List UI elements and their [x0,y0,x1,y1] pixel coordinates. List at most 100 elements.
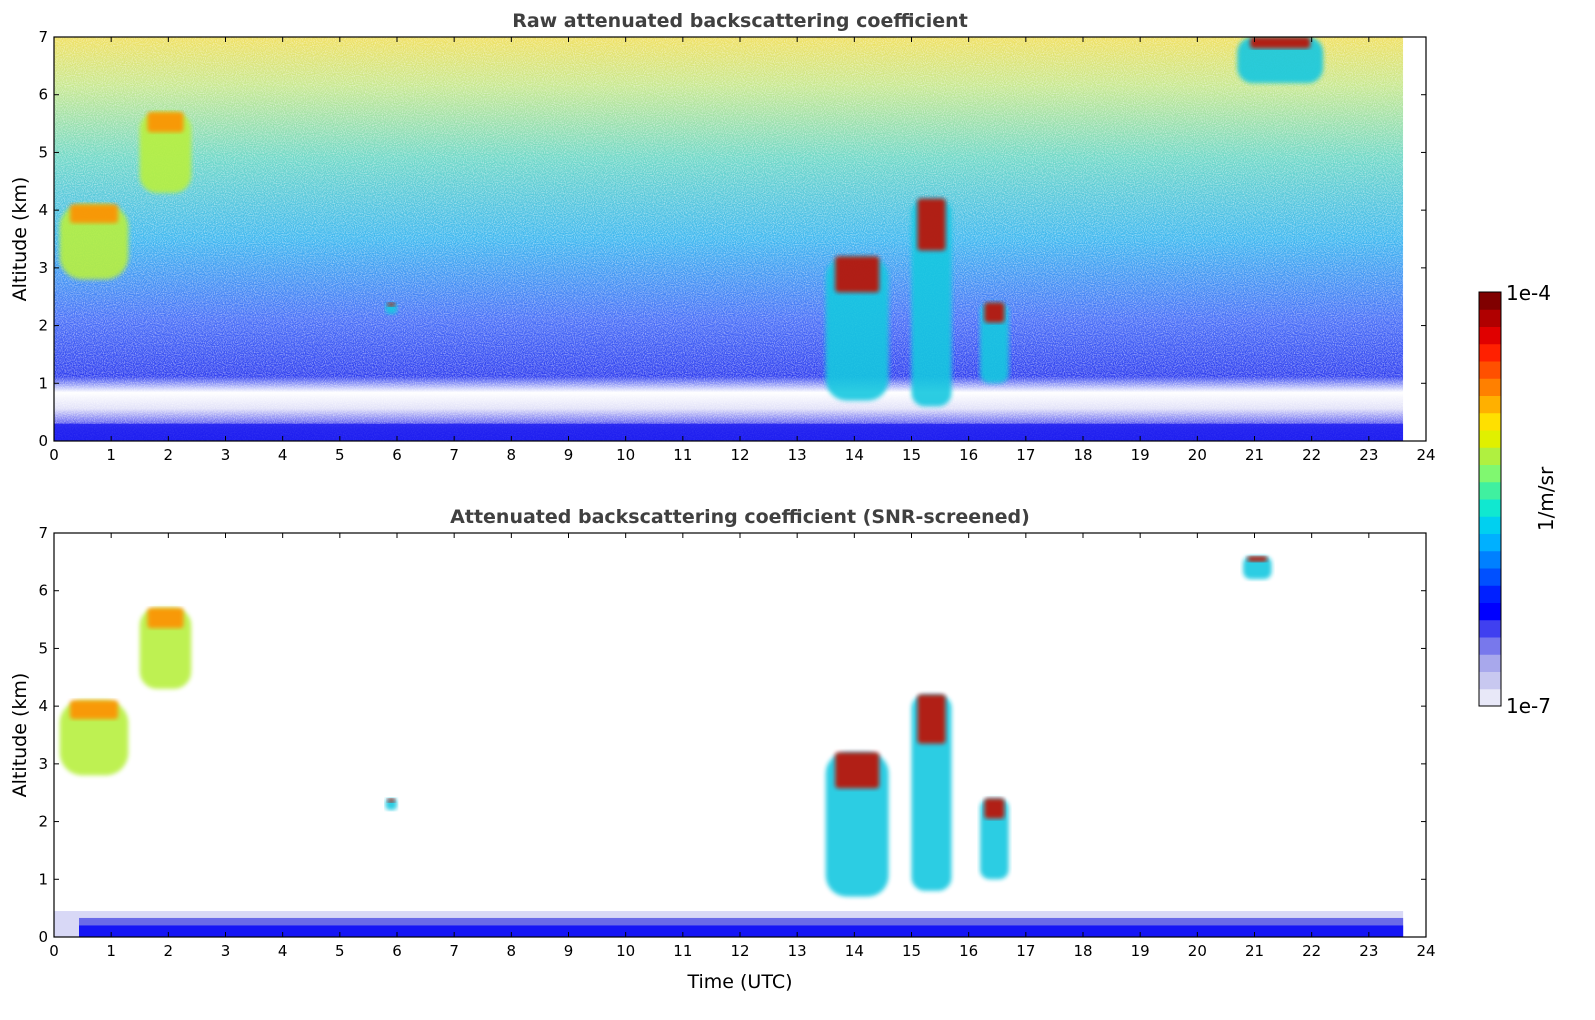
colorbar-min-label: 1e-7 [1506,694,1551,718]
colorbar: 1e-4 1e-7 1/m/sr [1478,281,1558,718]
colorbar-band [1479,516,1501,534]
colorbar-band [1479,568,1501,586]
y-tick-label: 6 [38,86,48,104]
panel-raw-title: Raw attenuated backscattering coefficien… [512,10,968,32]
cloud-feature-core [70,700,119,720]
cloud-feature [1243,556,1272,580]
y-tick-label: 0 [38,432,48,450]
x-tick-label: 2 [164,942,174,960]
x-tick-label: 3 [221,942,231,960]
screened-feature-layer [54,556,1404,937]
cloud-feature-core [984,302,1005,323]
y-tick-label: 4 [38,201,48,219]
y-tick-label: 7 [38,524,48,542]
x-tick-label: 24 [1416,942,1435,960]
colorbar-band [1479,378,1501,396]
raw-no-data-region [1403,37,1426,441]
cloud-feature-core [70,204,119,224]
x-tick-label: 24 [1416,446,1435,464]
x-tick-label: 12 [730,942,749,960]
x-tick-label: 9 [564,446,574,464]
colorbar-band [1479,637,1501,655]
colorbar-band [1479,395,1501,414]
colorbar-max-label: 1e-4 [1506,281,1551,305]
x-tick-label: 17 [1016,942,1035,960]
colorbar-band [1479,688,1501,707]
colorbar-band [1479,361,1501,379]
raw-noise-speckle [54,37,1404,441]
x-tick-label: 23 [1359,942,1378,960]
x-tick-label: 0 [49,942,59,960]
x-tick-label: 15 [902,942,921,960]
y-tick-label: 4 [38,697,48,715]
colorbar-band [1479,447,1501,465]
colorbar-band [1479,602,1501,621]
cloud-feature [980,798,1009,880]
panel-screened-plot-area [54,556,1404,937]
cloud-feature-core [1250,37,1311,49]
colorbar-band [1479,309,1501,327]
x-tick-label: 23 [1359,446,1378,464]
cloud-feature-core [147,112,184,133]
colorbar-band [1479,412,1501,431]
x-tick-label: 7 [449,942,459,960]
cloud-feature-core [917,694,946,744]
colorbar-unit-label: 1/m/sr [1534,466,1558,531]
x-tick-label: 18 [1073,446,1092,464]
cloud-feature-core [147,608,184,629]
y-tick-label: 2 [38,317,48,335]
cloud-feature-core [387,798,396,803]
panel-screened-title: Attenuated backscattering coefficient (S… [450,506,1030,528]
x-tick-label: 18 [1073,942,1092,960]
y-tick-label: 3 [38,259,48,277]
x-tick-label: 20 [1188,942,1207,960]
panel-raw-x-axis: 0 1 2 3 4 5 6 7 8 9 10 11 12 13 14 15 16 17 18 19 20 21 22 23 24 [49,37,1436,464]
colorbar-band [1479,481,1501,500]
y-tick-label: 0 [38,928,48,946]
panel-raw-y-label: Altitude (km) [9,177,31,302]
panel-raw: Raw attenuated backscattering coefficien… [9,10,1436,464]
y-tick-label: 1 [38,870,48,888]
panel-raw-plot-area [54,37,1426,441]
y-tick-label: 5 [38,639,48,657]
cloud-feature-core [917,198,946,251]
cloud-feature-core [835,256,880,293]
colorbar-band [1479,654,1501,672]
cloud-feature-core [387,302,396,307]
x-tick-label: 10 [616,942,635,960]
x-tick-label: 21 [1245,942,1264,960]
colorbar-frame [1478,291,1502,707]
colorbar-band [1479,326,1501,345]
cloud-feature-core [1247,556,1268,562]
y-tick-label: 6 [38,582,48,600]
x-tick-label: 14 [845,942,864,960]
cloud-feature-core [984,798,1005,819]
colorbar-band [1479,499,1501,517]
x-tick-label: 5 [335,942,345,960]
x-tick-label: 4 [278,446,288,464]
colorbar-band [1479,430,1501,448]
x-tick-label: 19 [1131,446,1150,464]
x-tick-label: 7 [449,446,459,464]
x-tick-label: 1 [106,942,116,960]
panel-screened-y-label: Altitude (km) [9,673,31,798]
x-tick-label: 2 [164,446,174,464]
cloud-feature [980,302,1009,384]
x-tick-label: 12 [730,446,749,464]
x-tick-label: 17 [1016,446,1035,464]
x-tick-label: 16 [959,942,978,960]
x-tick-label: 19 [1131,942,1150,960]
x-tick-label: 8 [507,942,517,960]
raw-feature-layer [54,37,1404,441]
x-tick-label: 6 [392,942,402,960]
y-tick-label: 7 [38,28,48,46]
x-tick-label: 0 [49,446,59,464]
colorbar-band [1479,533,1501,552]
boundary-layer-core [79,925,1404,937]
colorbar-band [1479,585,1501,603]
colorbar-band [1479,550,1501,569]
y-tick-label: 3 [38,755,48,773]
panel-screened-frame [53,532,1427,938]
boundary-layer [54,423,1404,441]
